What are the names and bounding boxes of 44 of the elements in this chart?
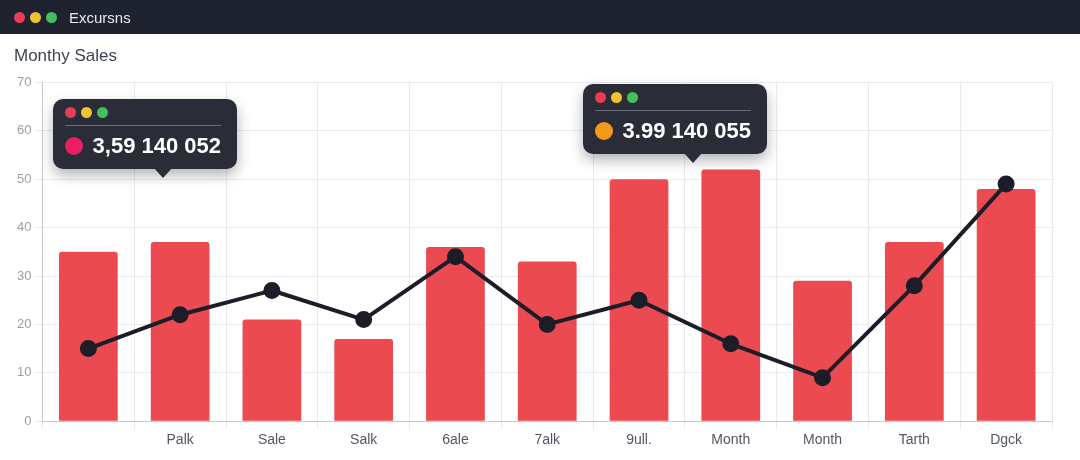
- x-tick-label: 9ull.: [626, 431, 652, 448]
- x-tick-label: Month: [711, 431, 751, 448]
- bar: [426, 246, 485, 421]
- bar: [334, 338, 394, 421]
- point: [538, 315, 556, 333]
- annotation: 3.99 140 055: [622, 118, 752, 145]
- y-tick-label: 10: [16, 364, 32, 380]
- x-tick-label: Dgck: [990, 431, 1024, 448]
- text: Excursns: [69, 8, 131, 26]
- x-tick-label: Salk: [350, 431, 379, 448]
- point: [630, 291, 648, 309]
- y-tick-label: 70: [16, 73, 32, 89]
- bar: [793, 280, 852, 421]
- x-tick-label: Palk: [166, 431, 195, 448]
- x-tick-label: 7alk: [534, 431, 562, 448]
- point: [79, 340, 97, 358]
- point: [997, 175, 1015, 193]
- bar: [58, 251, 118, 421]
- bar: [884, 242, 944, 421]
- point: [263, 282, 281, 300]
- point: [355, 311, 373, 329]
- bar: [517, 261, 577, 421]
- annotation: 3,59 140 052: [92, 133, 222, 160]
- y-tick-label: 30: [16, 267, 32, 283]
- y-tick-label: 40: [16, 219, 32, 235]
- bar: [242, 319, 302, 421]
- point: [171, 306, 189, 324]
- bar: [976, 188, 1036, 421]
- x-tick-label: Month: [803, 431, 843, 448]
- bar: [609, 179, 669, 421]
- bar: [701, 169, 761, 421]
- y-tick-label: 50: [16, 170, 32, 186]
- point: [905, 277, 923, 295]
- x-tick-label: Tarth: [898, 431, 930, 448]
- x-tick-label: 6ale: [442, 431, 469, 448]
- point: [446, 248, 464, 266]
- bar: [150, 242, 210, 421]
- y-tick-label: 0: [24, 412, 32, 428]
- x-tick-label: Sale: [257, 431, 287, 448]
- y-tick-label: 60: [16, 122, 32, 138]
- point: [814, 369, 832, 387]
- y-tick-label: 20: [16, 315, 32, 331]
- chart-title: Monthy Sales: [14, 45, 117, 65]
- point: [722, 335, 740, 353]
